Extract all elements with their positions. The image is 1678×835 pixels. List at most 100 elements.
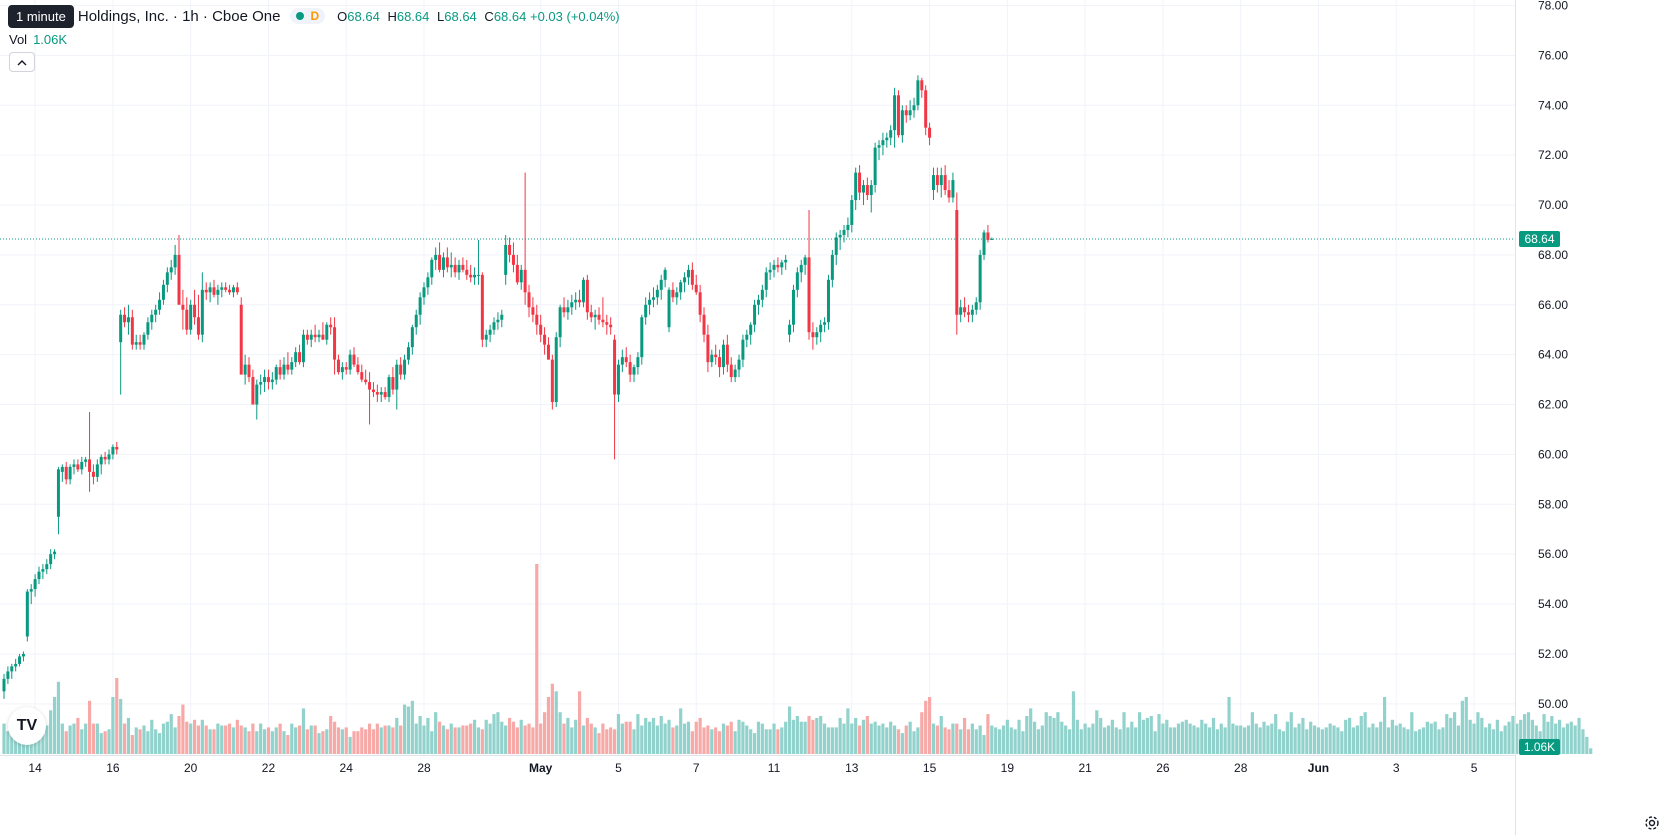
gear-icon[interactable] — [1641, 812, 1663, 834]
candle — [410, 324, 414, 355]
volume-bar — [916, 727, 920, 754]
candle — [379, 387, 383, 403]
candle — [294, 347, 298, 368]
price-tick-label: 62.00 — [1538, 398, 1568, 412]
candle-body — [589, 312, 593, 318]
volume-bar — [1503, 725, 1507, 754]
candle — [904, 105, 908, 123]
volume-bar — [1309, 721, 1313, 754]
candle — [694, 274, 698, 295]
candle-body — [578, 299, 582, 303]
volume-bar — [1480, 717, 1484, 754]
change-value: +0.03 (+0.04%) — [529, 8, 620, 24]
symbol-title[interactable]: Holdings, Inc. · 1h · Cboe One — [77, 7, 281, 25]
volume-bar — [313, 725, 317, 754]
candle — [885, 132, 889, 148]
volume-bar — [1211, 717, 1216, 754]
candle-body — [795, 272, 799, 290]
volume-bar — [437, 721, 442, 754]
candle-body — [791, 289, 795, 325]
candle — [519, 264, 523, 290]
volume-legend[interactable]: Vol 1.06K — [9, 32, 67, 47]
candle — [465, 259, 469, 280]
volume-bar — [480, 729, 484, 754]
volume-bar — [904, 725, 908, 754]
candle-body — [200, 289, 204, 335]
volume-bar — [1472, 723, 1476, 754]
market-status[interactable]: D — [290, 8, 326, 24]
price-axis[interactable]: 50.00 52.00 54.00 56.00 58.00 60.00 62.00 64.00… — [1515, 0, 1569, 835]
candle-body — [737, 359, 741, 370]
volume-bar — [387, 725, 391, 754]
candle-body — [422, 287, 426, 298]
last-price-badge-label: 68.64 — [1524, 232, 1554, 246]
candle-body — [990, 238, 994, 240]
candle-body — [461, 264, 465, 270]
candle-body — [982, 232, 986, 255]
volume-bar — [476, 727, 481, 754]
candle — [916, 75, 920, 111]
volume-bar — [663, 723, 667, 754]
volume-bar — [126, 717, 131, 754]
symbol-legend: 1 minute Holdings, Inc. · 1h · Cboe One … — [8, 4, 620, 28]
candle — [181, 289, 185, 330]
candle-body — [830, 254, 834, 280]
candle-body — [259, 382, 263, 385]
volume-bar — [391, 727, 395, 754]
candle-body — [212, 287, 216, 295]
candle-body — [815, 332, 819, 338]
volume-bar — [99, 733, 103, 754]
candle-body — [943, 175, 947, 191]
tradingview-logo[interactable]: TV — [8, 707, 46, 745]
volume-bar — [632, 729, 636, 754]
candle-body — [554, 337, 558, 403]
volume-bar — [1204, 723, 1208, 754]
candle-body — [819, 324, 823, 333]
candle-body — [356, 364, 360, 373]
candle-body — [931, 175, 935, 191]
volume-bar — [1344, 719, 1348, 754]
candle — [585, 274, 589, 320]
candle-body — [935, 175, 939, 186]
candle-body — [550, 359, 554, 403]
volume-bar — [1305, 729, 1309, 754]
volume-bar — [1445, 714, 1449, 754]
volume-bar — [869, 723, 873, 754]
candle-body — [321, 334, 325, 340]
volume-bar — [826, 727, 831, 754]
candle-body — [679, 282, 683, 293]
candle-body — [126, 317, 130, 323]
candle-body — [718, 357, 722, 368]
volume-bar — [776, 729, 780, 754]
volume-bar — [838, 717, 842, 754]
volume-bar — [1056, 712, 1060, 754]
candle-body — [360, 372, 364, 380]
volume-bar — [842, 723, 846, 754]
volume-bar — [1013, 729, 1017, 754]
candle — [865, 177, 869, 201]
volume-bar — [212, 729, 216, 754]
candle — [861, 180, 865, 206]
volume-bar — [266, 727, 271, 754]
candle-body — [177, 254, 181, 305]
candle-body — [395, 364, 399, 390]
candle-body — [714, 354, 718, 358]
candle — [795, 267, 799, 298]
delayed-data-badge[interactable]: D — [310, 9, 320, 23]
candle-body — [18, 656, 22, 664]
candle — [896, 90, 900, 138]
candle-body — [632, 367, 636, 375]
volume-bar — [1421, 727, 1426, 754]
volume-bar — [585, 717, 589, 754]
candle — [562, 297, 566, 318]
time-tick-label: 28 — [1234, 761, 1248, 775]
volume-bar — [519, 719, 523, 754]
candle-body — [103, 456, 107, 460]
collapse-legend-button[interactable] — [9, 52, 35, 72]
volume-bar — [204, 725, 208, 754]
time-axis[interactable]: 14 16 20 22 24 28 May 5 7 11 13 15 19 21 26 28 Jun 3 5 — [0, 755, 1515, 776]
volume-bar — [410, 700, 414, 754]
candle-body — [562, 307, 566, 313]
volume-bar — [1495, 719, 1499, 754]
